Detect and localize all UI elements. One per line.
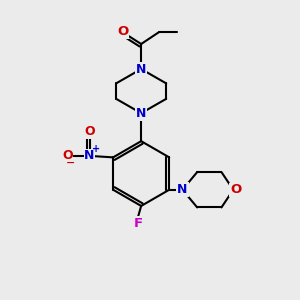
Text: N: N — [136, 107, 146, 120]
Text: N: N — [136, 62, 146, 76]
Text: −: − — [66, 158, 75, 167]
Text: +: + — [92, 144, 100, 154]
Text: O: O — [117, 25, 128, 38]
Text: N: N — [177, 183, 188, 196]
Text: N: N — [84, 149, 95, 162]
Text: O: O — [230, 183, 241, 196]
Text: F: F — [134, 217, 143, 230]
Text: O: O — [84, 125, 95, 138]
Text: O: O — [62, 149, 73, 162]
